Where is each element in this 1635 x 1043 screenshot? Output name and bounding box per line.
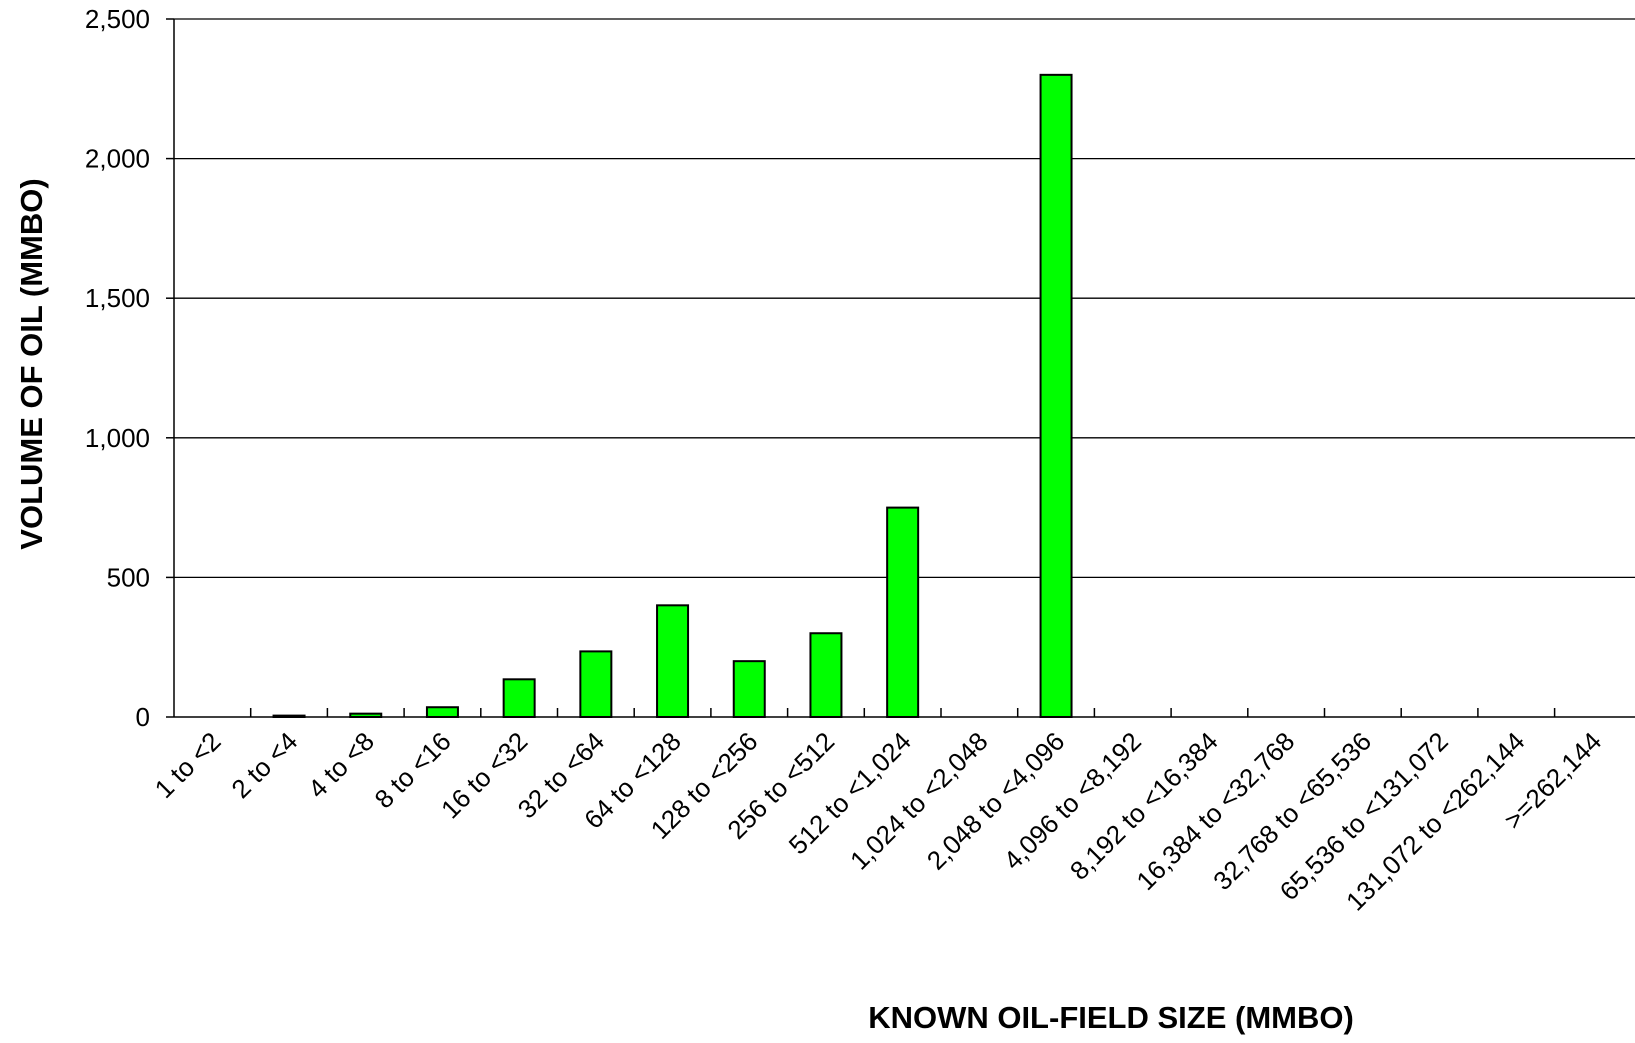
bar (1039, 73, 1073, 718)
y-axis-title: VOLUME OF OIL (MMBO) (14, 178, 49, 549)
bar (579, 650, 613, 718)
bars (272, 73, 1073, 719)
bar (886, 506, 920, 718)
x-tick-label: 1 to <2 (149, 726, 227, 804)
y-tick-label: 0 (136, 702, 150, 732)
x-tick-label: 2 to <4 (225, 726, 303, 804)
bar (732, 660, 766, 718)
x-tick-label: 4,096 to <8,192 (997, 726, 1147, 876)
bar (425, 706, 459, 719)
y-tick-labels: 0 500 1,000 1,500 2,000 2,500 (85, 4, 150, 732)
y-tick-label: 1,000 (85, 423, 150, 453)
y-tick-label: 500 (107, 562, 150, 592)
y-tick-label: 1,500 (85, 283, 150, 313)
y-tick-label: 2,500 (85, 4, 150, 34)
x-axis-title: KNOWN OIL-FIELD SIZE (MMBO) (868, 1000, 1354, 1035)
gridlines (174, 18, 1635, 579)
y-tick-label: 2,000 (85, 144, 150, 174)
x-tick-label: 1,024 to <2,048 (844, 726, 994, 876)
bar (502, 678, 536, 718)
bar (656, 604, 690, 719)
axes (166, 18, 1635, 718)
bar (809, 632, 843, 718)
x-tick-label: 2,048 to <4,096 (921, 726, 1071, 876)
